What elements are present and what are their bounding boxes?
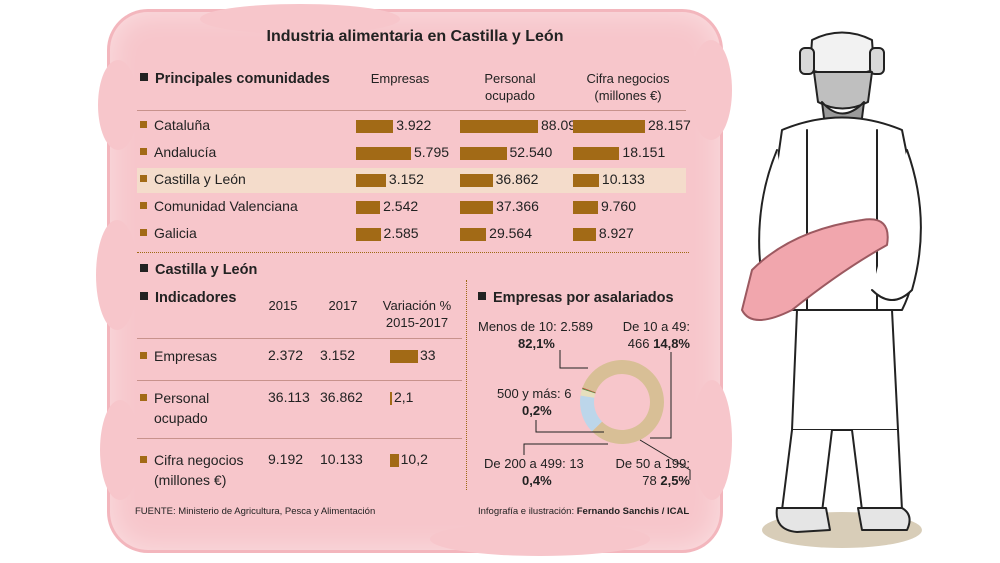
indicator-value: 3.152 bbox=[320, 347, 356, 363]
bullet-square-icon bbox=[140, 148, 147, 155]
bullet-square-icon bbox=[140, 292, 148, 300]
bullet-square-icon bbox=[140, 229, 147, 236]
data-label: 37.366 bbox=[496, 198, 539, 214]
dotted-divider-vertical bbox=[466, 280, 467, 490]
variation-bar bbox=[390, 392, 392, 405]
column-head-empresas: Empresas bbox=[370, 71, 430, 86]
indicator-label: Empresas bbox=[140, 346, 217, 366]
indicator-value: 2.372 bbox=[268, 347, 304, 363]
indicator-label: Personal ocupado bbox=[140, 388, 209, 428]
bar bbox=[460, 228, 487, 241]
column-head-personal-line2: ocupado bbox=[485, 88, 535, 103]
bar bbox=[573, 228, 596, 241]
data-label: 3.922 bbox=[396, 117, 432, 133]
bullet-square-icon bbox=[140, 352, 147, 359]
indicadores-title: Indicadores bbox=[140, 290, 236, 306]
indicator-value: 36.113 bbox=[268, 389, 310, 405]
community-label: Castilla y León bbox=[140, 171, 246, 187]
food-worker-illustration bbox=[741, 31, 922, 548]
data-label: 36.862 bbox=[495, 171, 539, 187]
data-label: 9.760 bbox=[600, 198, 636, 214]
donut-title: Empresas por asalariados bbox=[478, 290, 674, 306]
indicator-value: 10.133 bbox=[320, 451, 363, 467]
community-label: Cataluña bbox=[140, 117, 210, 133]
variation-label: 10,2 bbox=[400, 451, 428, 467]
bar bbox=[573, 201, 598, 214]
dotted-divider-horizontal bbox=[137, 252, 689, 253]
source-note: FUENTE: Ministerio de Agricultura, Pesca… bbox=[135, 506, 376, 517]
separator-line bbox=[137, 338, 462, 339]
community-label: Comunidad Valenciana bbox=[140, 198, 298, 214]
column-head-variacion-line1: Variación % bbox=[382, 298, 452, 313]
column-head-variacion: Variación % 2015-2017 bbox=[372, 297, 462, 331]
bullet-square-icon bbox=[140, 175, 147, 182]
bar bbox=[356, 147, 411, 160]
column-head-2017: 2017 bbox=[328, 298, 358, 313]
bar bbox=[460, 174, 493, 187]
data-label: 52.540 bbox=[509, 144, 553, 160]
data-label: 2.585 bbox=[383, 225, 419, 241]
column-head-cifra: Cifra negocios (millones €) bbox=[568, 70, 688, 104]
bullet-square-icon bbox=[140, 121, 147, 128]
donut-label-200-499: De 200 a 499: 13 0,4% bbox=[484, 456, 584, 488]
separator-line bbox=[137, 110, 686, 111]
bullet-square-icon bbox=[140, 456, 147, 463]
column-head-personal: Personal ocupado bbox=[460, 70, 560, 104]
column-head-variacion-line2: 2015-2017 bbox=[385, 315, 449, 330]
bullet-square-icon bbox=[478, 292, 486, 300]
bar bbox=[460, 120, 538, 133]
bar bbox=[356, 174, 386, 187]
bar bbox=[356, 228, 381, 241]
column-head-2015: 2015 bbox=[268, 298, 298, 313]
separator-line bbox=[137, 438, 462, 439]
infographic-title: Industria alimentaria en Castilla y León bbox=[266, 28, 564, 45]
donut-label-50-199: De 50 a 199: 78 2,5% bbox=[615, 456, 690, 488]
variation-bar bbox=[390, 350, 418, 363]
indicator-value: 9.192 bbox=[268, 451, 304, 467]
bullet-square-icon bbox=[140, 73, 148, 81]
column-head-personal-line1: Personal bbox=[484, 71, 536, 86]
bullet-square-icon bbox=[140, 202, 147, 209]
section-title-comunidades: Principales comunidades bbox=[140, 71, 330, 87]
donut-label-10-49: De 10 a 49: 466 14,8% bbox=[622, 319, 690, 351]
data-label: 18.151 bbox=[622, 144, 666, 160]
bar bbox=[573, 174, 599, 187]
indicator-label: Cifra negocios (millones €) bbox=[140, 450, 244, 490]
bar bbox=[356, 201, 381, 214]
data-label: 2.542 bbox=[383, 198, 419, 214]
indicator-value: 36.862 bbox=[320, 389, 363, 405]
data-label: 29.564 bbox=[489, 225, 532, 241]
bar bbox=[460, 201, 494, 214]
variation-label: 2,1 bbox=[394, 389, 414, 405]
data-label: 28.157 bbox=[648, 117, 691, 133]
bar bbox=[573, 120, 645, 133]
donut-label-500-mas: 500 y más: 6 0,2% bbox=[497, 386, 572, 418]
bar bbox=[573, 147, 620, 160]
bullet-square-icon bbox=[140, 394, 147, 401]
data-label: 8.927 bbox=[598, 225, 634, 241]
community-label: Galicia bbox=[140, 225, 197, 241]
donut-label-menos-10: Menos de 10: 2.589 82,1% bbox=[478, 319, 593, 351]
data-label: 5.795 bbox=[414, 144, 450, 160]
variation-bar bbox=[390, 454, 399, 467]
community-label: Andalucía bbox=[140, 144, 216, 160]
data-label: 3.152 bbox=[388, 171, 424, 187]
section-title-castilla: Castilla y León bbox=[140, 262, 257, 278]
bullet-square-icon bbox=[140, 264, 148, 272]
column-head-cifra-line1: Cifra negocios bbox=[586, 71, 670, 86]
bar bbox=[460, 147, 507, 160]
bar bbox=[356, 120, 394, 133]
credit-note: Infografía e ilustración: Fernando Sanch… bbox=[478, 506, 690, 517]
data-label: 10.133 bbox=[601, 171, 645, 187]
column-head-cifra-line2: (millones €) bbox=[594, 88, 662, 103]
separator-line bbox=[137, 380, 462, 381]
variation-label: 33 bbox=[420, 347, 436, 363]
